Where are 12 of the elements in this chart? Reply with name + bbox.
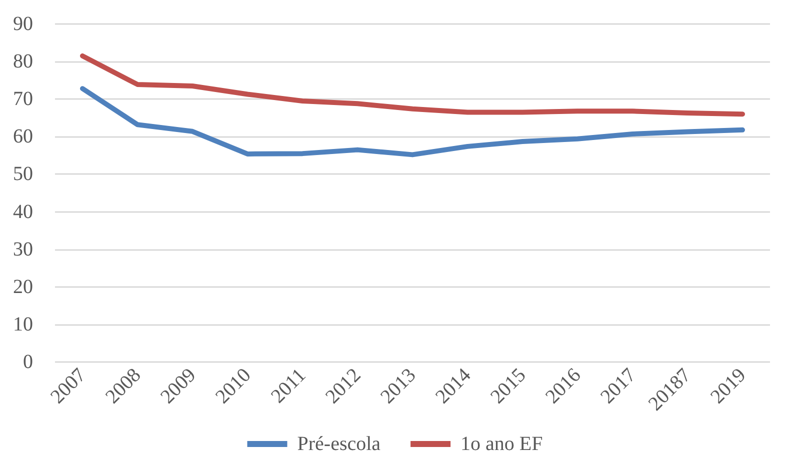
legend-label: Pré-escola (297, 433, 381, 455)
legend-label: 1o ano EF (460, 433, 543, 455)
y-tick-label: 0 (23, 351, 33, 373)
y-tick-label: 40 (13, 200, 33, 223)
y-tick-label: 90 (13, 13, 33, 35)
y-tick-label: 50 (13, 163, 33, 186)
y-tick-label: 30 (13, 238, 33, 260)
y-tick-label: 20 (13, 276, 33, 298)
y-tick-label: 70 (13, 88, 33, 110)
y-tick-label: 10 (13, 313, 33, 336)
y-tick-label: 60 (13, 126, 33, 148)
y-tick-label: 80 (13, 50, 33, 73)
